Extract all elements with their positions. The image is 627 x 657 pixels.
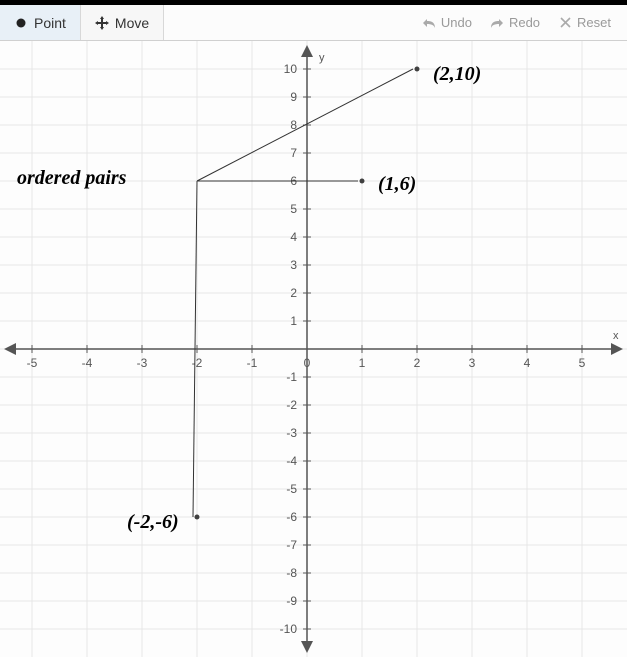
redo-label: Redo <box>509 15 540 30</box>
callout-label: ordered pairs <box>17 167 126 190</box>
svg-text:-4: -4 <box>82 356 93 370</box>
svg-text:-10: -10 <box>280 622 298 636</box>
svg-text:-3: -3 <box>286 426 297 440</box>
toolbar: Point Move Undo Redo Reset <box>0 5 627 41</box>
svg-text:2: 2 <box>290 286 297 300</box>
svg-text:x: x <box>613 330 619 342</box>
svg-text:-2: -2 <box>192 356 203 370</box>
svg-text:4: 4 <box>290 230 297 244</box>
point-tool-button[interactable]: Point <box>0 5 81 40</box>
svg-text:-4: -4 <box>286 454 297 468</box>
coordinate-plane: -5-4-3-2-1012345-10-9-8-7-6-5-4-3-2-1123… <box>0 41 627 657</box>
svg-text:y: y <box>319 52 325 64</box>
svg-text:-3: -3 <box>137 356 148 370</box>
svg-text:-1: -1 <box>286 370 297 384</box>
svg-text:10: 10 <box>284 62 298 76</box>
svg-text:5: 5 <box>290 202 297 216</box>
svg-text:1: 1 <box>359 356 366 370</box>
svg-text:-5: -5 <box>286 482 297 496</box>
point-label-2: (-2,-6) <box>127 511 179 534</box>
svg-text:5: 5 <box>579 356 586 370</box>
svg-text:1: 1 <box>290 314 297 328</box>
point-label-0: (2,10) <box>433 63 481 86</box>
point-label-1: (1,6) <box>378 173 416 196</box>
move-tool-label: Move <box>115 15 149 31</box>
svg-text:-9: -9 <box>286 594 297 608</box>
svg-text:-8: -8 <box>286 566 297 580</box>
svg-text:3: 3 <box>290 258 297 272</box>
close-icon <box>558 16 572 30</box>
redo-icon <box>490 16 504 30</box>
undo-icon <box>422 16 436 30</box>
svg-text:-5: -5 <box>27 356 38 370</box>
toolbar-right: Undo Redo Reset <box>422 5 627 40</box>
svg-text:-2: -2 <box>286 398 297 412</box>
reset-label: Reset <box>577 15 611 30</box>
svg-text:-1: -1 <box>247 356 258 370</box>
redo-button[interactable]: Redo <box>490 15 540 30</box>
graph-area[interactable]: -5-4-3-2-1012345-10-9-8-7-6-5-4-3-2-1123… <box>0 41 627 657</box>
svg-text:-6: -6 <box>286 510 297 524</box>
svg-text:4: 4 <box>524 356 531 370</box>
point-tool-label: Point <box>34 15 66 31</box>
reset-button[interactable]: Reset <box>558 15 611 30</box>
move-tool-button[interactable]: Move <box>81 5 164 40</box>
svg-text:-7: -7 <box>286 538 297 552</box>
svg-text:0: 0 <box>304 356 311 370</box>
undo-label: Undo <box>441 15 472 30</box>
move-icon <box>95 16 109 30</box>
svg-text:2: 2 <box>414 356 421 370</box>
svg-text:3: 3 <box>469 356 476 370</box>
point-icon <box>14 16 28 30</box>
svg-text:9: 9 <box>290 90 297 104</box>
svg-text:7: 7 <box>290 146 297 160</box>
undo-button[interactable]: Undo <box>422 15 472 30</box>
